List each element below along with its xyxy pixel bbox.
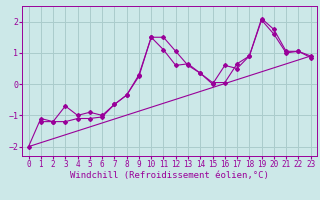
X-axis label: Windchill (Refroidissement éolien,°C): Windchill (Refroidissement éolien,°C) — [70, 171, 269, 180]
